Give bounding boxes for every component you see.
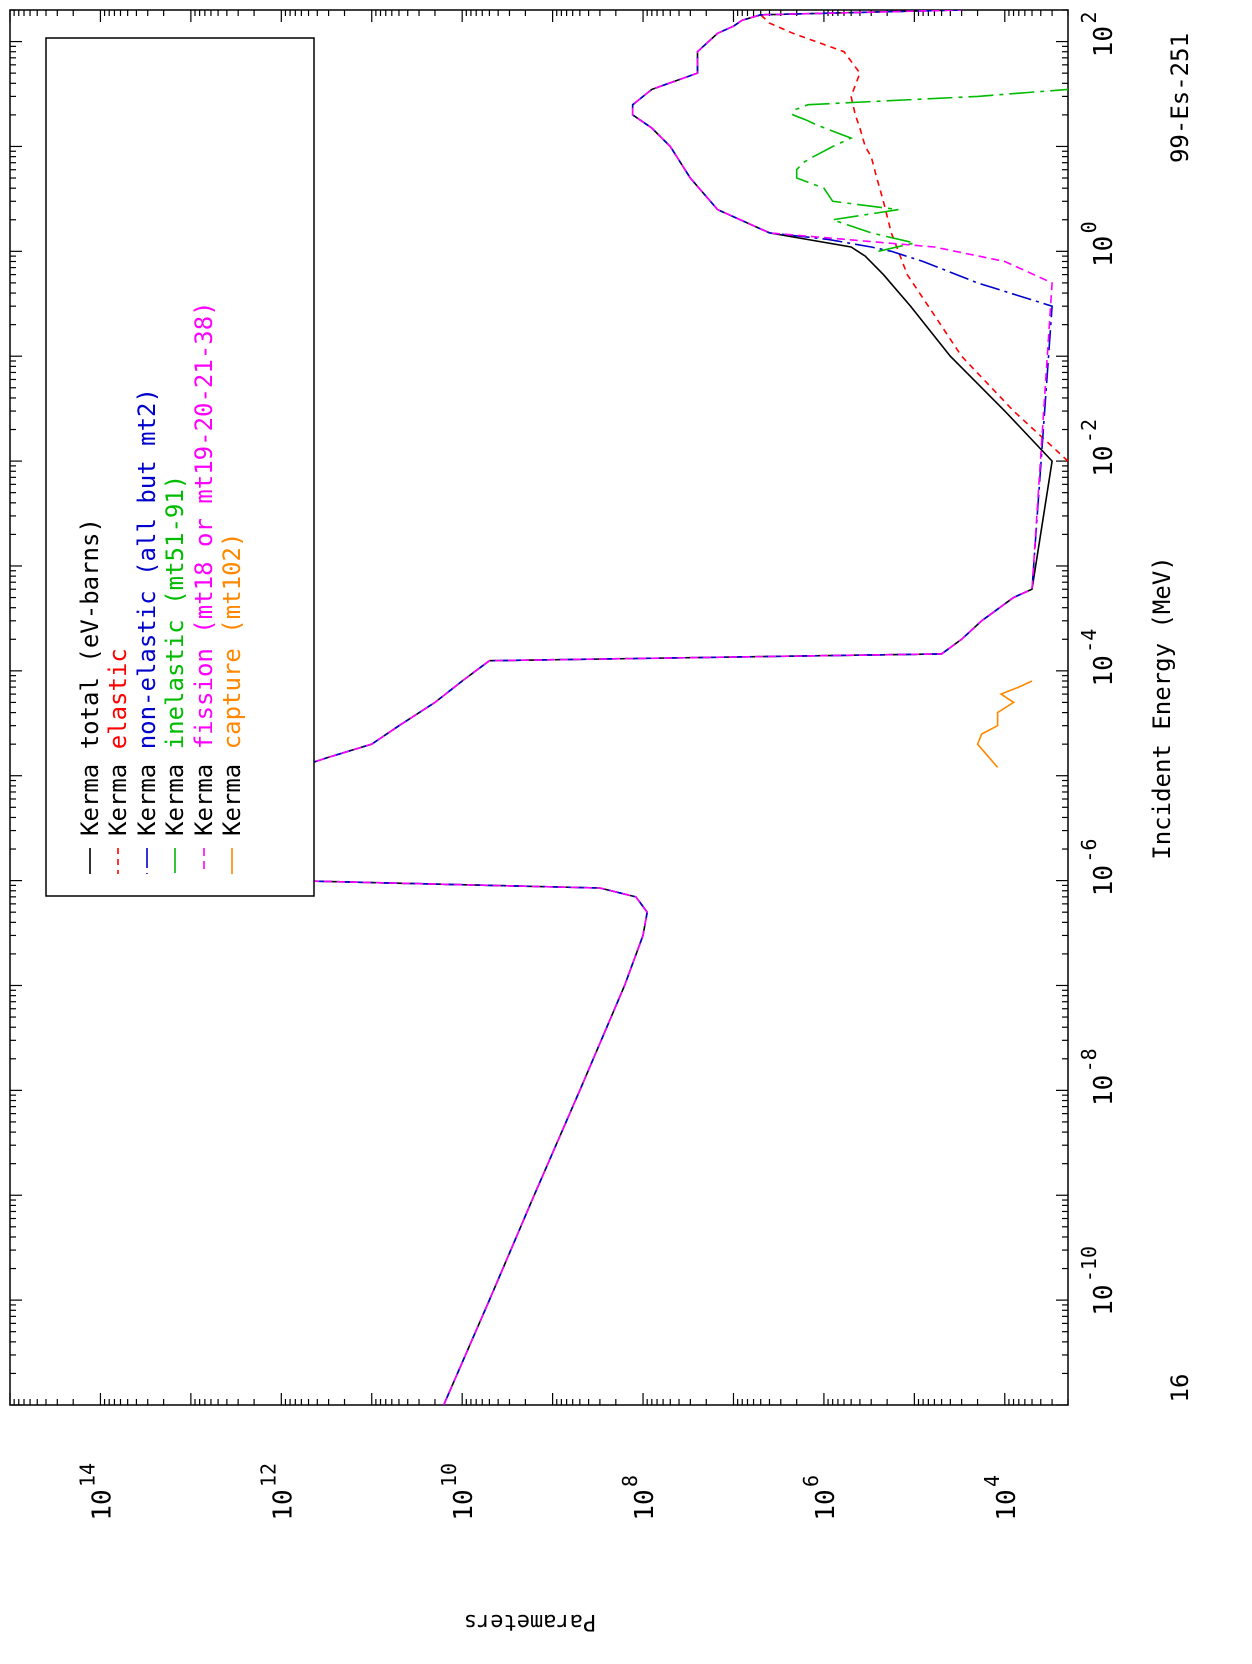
series-line-3	[792, 88, 1068, 253]
legend-header-units: (eV-barns)	[76, 518, 104, 677]
y-tick-exponent: 14	[75, 1463, 99, 1487]
legend-label-0: Kerma total (eV-barns)	[76, 518, 104, 836]
y-tick-label: 108	[618, 1475, 660, 1521]
x-tick-exponent: -8	[1077, 1048, 1101, 1072]
series-line-0	[289, 10, 1053, 1405]
x-tick-exponent: -10	[1077, 1246, 1101, 1282]
legend-label-name: fission (mt18 or mt19-20-21-38)	[190, 301, 218, 749]
legend-label-5: Kerma capture (mt102)	[218, 533, 246, 836]
legend: Kerma total (eV-barns)Kerma elasticKerma…	[45, 37, 315, 897]
corner-label-right: 99-Es-251	[1166, 33, 1194, 163]
y-tick-base: 10	[87, 1489, 117, 1520]
y-axis-label: Parameters	[464, 1609, 596, 1634]
legend-label-prefix: Kerma	[76, 749, 104, 836]
legend-label-name: inelastic (mt51-91)	[161, 475, 189, 750]
x-tick-exponent: -2	[1077, 419, 1101, 443]
y-tick-exponent: 4	[980, 1475, 1004, 1487]
y-tick-base: 10	[992, 1489, 1022, 1520]
series-line-1	[759, 10, 1068, 462]
x-tick-base: 10	[1089, 1284, 1119, 1315]
series-layer	[289, 10, 1068, 1405]
legend-box	[45, 37, 315, 897]
x-tick-exponent: -6	[1077, 839, 1101, 863]
legend-label-name: capture (mt102)	[218, 533, 246, 750]
x-tick-base: 10	[1089, 236, 1119, 267]
legend-label-prefix: Kerma	[190, 749, 218, 836]
y-tick-base: 10	[811, 1489, 841, 1520]
y-tick-exponent: 10	[437, 1463, 461, 1487]
y-tick-exponent: 12	[256, 1463, 280, 1487]
x-tick-label: 10-6	[1077, 839, 1119, 897]
y-tick-label: 104	[980, 1475, 1022, 1521]
legend-label-prefix: Kerma	[104, 749, 132, 836]
x-tick-exponent: -4	[1077, 629, 1101, 653]
tick-labels: 10-1010-810-610-410-21001021041061081010…	[75, 12, 1119, 1521]
legend-label-prefix: Kerma	[161, 749, 189, 836]
legend-label-3: Kerma inelastic (mt51-91)	[161, 475, 189, 836]
x-tick-base: 10	[1089, 655, 1119, 686]
x-tick-base: 10	[1089, 1075, 1119, 1106]
legend-label-name: total	[76, 677, 104, 749]
y-tick-base: 10	[268, 1489, 298, 1520]
x-tick-label: 10-8	[1077, 1048, 1119, 1106]
series-line-5	[976, 680, 1033, 768]
y-tick-label: 106	[799, 1475, 841, 1521]
x-tick-label: 10-4	[1077, 629, 1119, 687]
y-tick-exponent: 6	[799, 1475, 823, 1487]
series-line-2	[289, 10, 1053, 1405]
x-tick-exponent: 0	[1077, 221, 1101, 233]
x-tick-label: 100	[1077, 221, 1119, 267]
x-tick-label: 10-2	[1077, 419, 1119, 477]
legend-label-prefix: Kerma	[218, 749, 246, 836]
plot-frame	[9, 9, 1069, 1406]
corner-label-left: 16	[1166, 1374, 1194, 1403]
x-tick-label: 10-10	[1077, 1246, 1119, 1316]
legend-label-name: elastic	[104, 648, 132, 749]
y-tick-exponent: 8	[618, 1475, 642, 1487]
x-axis-label: Incident Energy (MeV)	[1148, 556, 1176, 859]
x-tick-base: 10	[1089, 445, 1119, 476]
legend-label-name: non-elastic (all but mt2)	[133, 388, 161, 749]
x-tick-base: 10	[1089, 865, 1119, 896]
series-line-4	[289, 10, 1053, 1405]
legend-label-2: Kerma non-elastic (all but mt2)	[133, 388, 161, 836]
x-tick-exponent: 2	[1077, 12, 1101, 24]
x-tick-base: 10	[1089, 26, 1119, 57]
y-tick-base: 10	[449, 1489, 479, 1520]
legend-label-prefix: Kerma	[133, 749, 161, 836]
y-tick-base: 10	[630, 1489, 660, 1520]
x-tick-label: 102	[1077, 12, 1119, 58]
legend-label-4: Kerma fission (mt18 or mt19-20-21-38)	[190, 301, 218, 836]
legend-label-1: Kerma elastic	[104, 648, 132, 836]
